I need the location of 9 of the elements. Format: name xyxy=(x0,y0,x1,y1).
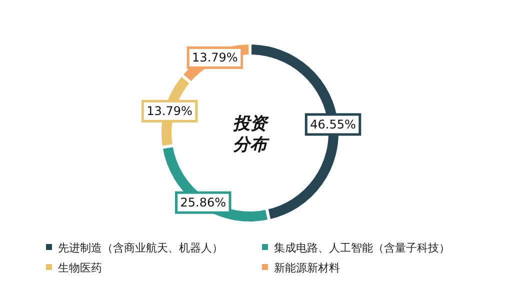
legend-label: 集成电路、人工智能（含量子科技） xyxy=(274,242,450,254)
legend-label: 新能源新材料 xyxy=(274,262,340,274)
data-label: 25.86% xyxy=(180,196,226,210)
legend-label: 先进制造（含商业航天、机器人） xyxy=(58,242,223,254)
data-label: 46.55% xyxy=(310,117,356,132)
data-label: 13.79% xyxy=(146,104,192,118)
data-label: 13.79% xyxy=(192,50,238,65)
legend-label: 生物医药 xyxy=(58,262,102,274)
text: 投资分布 xyxy=(233,114,270,155)
